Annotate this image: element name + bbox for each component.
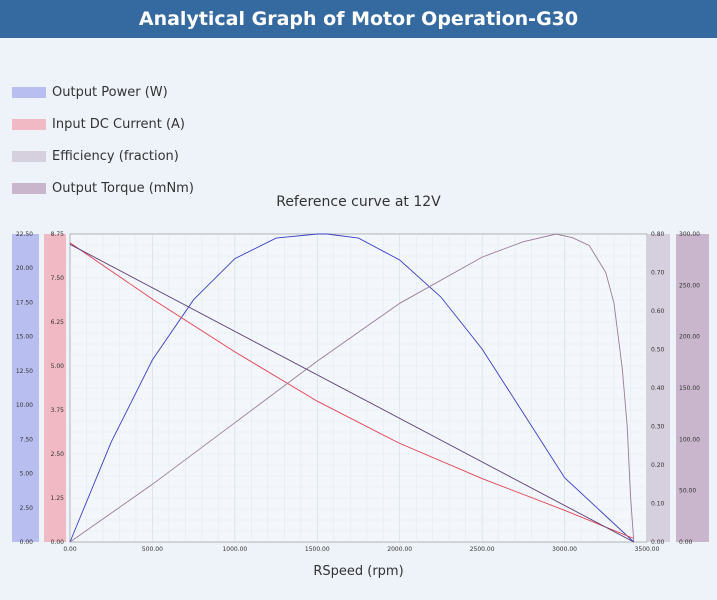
legend-swatch-efficiency <box>12 150 46 162</box>
y-tick-label-efficiency: 0.00 <box>651 539 665 546</box>
y-tick-label-power: 15.00 <box>16 334 33 341</box>
y-tick-label-efficiency: 0.70 <box>651 270 665 277</box>
series-line-3 <box>69 243 635 543</box>
axis-strip-current <box>44 234 66 542</box>
x-tick-label: 3000.00 <box>552 546 577 553</box>
legend-item-input-current: Input DC Current (A) <box>12 108 194 140</box>
x-tick-label: 0.00 <box>63 546 77 553</box>
x-axis-label: RSpeed (rpm) <box>313 564 404 579</box>
legend-label-output-torque: Output Torque (mNm) <box>52 180 194 196</box>
y-tick-label-current: 7.50 <box>51 275 65 282</box>
axis-strip-torque <box>676 234 709 542</box>
x-tick-label: 3500.00 <box>635 546 660 553</box>
y-tick-label-torque: 0.00 <box>679 539 693 546</box>
y-tick-label-torque: 100.00 <box>679 436 700 443</box>
y-tick-label-power: 17.50 <box>16 299 33 306</box>
y-tick-label-efficiency: 0.10 <box>651 501 665 508</box>
chart-subtitle: Reference curve at 12V <box>276 194 441 210</box>
y-tick-label-torque: 50.00 <box>679 488 696 495</box>
y-tick-label-power: 5.00 <box>20 471 34 478</box>
x-tick-label: 1000.00 <box>222 546 247 553</box>
y-tick-label-current: 6.25 <box>51 319 65 326</box>
y-tick-label-power: 7.50 <box>20 436 34 443</box>
series-line-0 <box>69 233 635 543</box>
y-tick-label-torque: 300.00 <box>679 231 700 238</box>
y-tick-label-power: 0.00 <box>20 539 34 546</box>
y-tick-label-torque: 250.00 <box>679 282 700 289</box>
y-tick-label-efficiency: 0.30 <box>651 424 665 431</box>
y-tick-label-torque: 200.00 <box>679 334 700 341</box>
x-tick-label: 2000.00 <box>387 546 412 553</box>
y-tick-label-efficiency: 0.20 <box>651 462 665 469</box>
series-line-2 <box>69 233 635 543</box>
legend-item-efficiency: Efficiency (fraction) <box>12 140 194 172</box>
y-tick-label-efficiency: 0.80 <box>651 231 665 238</box>
x-tick-label: 2500.00 <box>470 546 495 553</box>
y-tick-label-power: 2.50 <box>20 505 34 512</box>
y-tick-label-power: 22.50 <box>16 231 33 238</box>
y-tick-label-efficiency: 0.40 <box>651 385 665 392</box>
page-title: Analytical Graph of Motor Operation-G30 <box>0 0 717 38</box>
legend: Output Power (W) Input DC Current (A) Ef… <box>12 76 194 204</box>
y-tick-label-current: 0.00 <box>51 539 65 546</box>
y-tick-label-efficiency: 0.50 <box>651 347 665 354</box>
y-tick-label-current: 5.00 <box>51 363 65 370</box>
legend-item-output-torque: Output Torque (mNm) <box>12 172 194 204</box>
legend-label-input-current: Input DC Current (A) <box>52 116 186 132</box>
y-tick-label-current: 2.50 <box>51 451 65 458</box>
y-tick-label-current: 8.75 <box>51 231 65 238</box>
x-tick-label: 1500.00 <box>305 546 330 553</box>
legend-swatch-output-torque <box>12 182 46 194</box>
y-tick-label-power: 10.00 <box>16 402 33 409</box>
legend-swatch-input-current <box>12 118 46 130</box>
y-tick-label-power: 20.00 <box>16 265 33 272</box>
x-tick-label: 500.00 <box>142 546 163 553</box>
legend-item-output-power: Output Power (W) <box>12 76 194 108</box>
series-line-1 <box>69 242 634 539</box>
legend-label-efficiency: Efficiency (fraction) <box>52 148 179 164</box>
axis-strip-efficiency <box>648 234 670 542</box>
axis-strip-power <box>12 234 39 542</box>
legend-swatch-output-power <box>12 86 46 98</box>
y-tick-label-current: 3.75 <box>51 407 65 414</box>
legend-label-output-power: Output Power (W) <box>52 84 168 100</box>
y-tick-label-efficiency: 0.60 <box>651 308 665 315</box>
y-tick-label-current: 1.25 <box>51 495 65 502</box>
y-tick-label-torque: 150.00 <box>679 385 700 392</box>
y-tick-label-power: 12.50 <box>16 368 33 375</box>
